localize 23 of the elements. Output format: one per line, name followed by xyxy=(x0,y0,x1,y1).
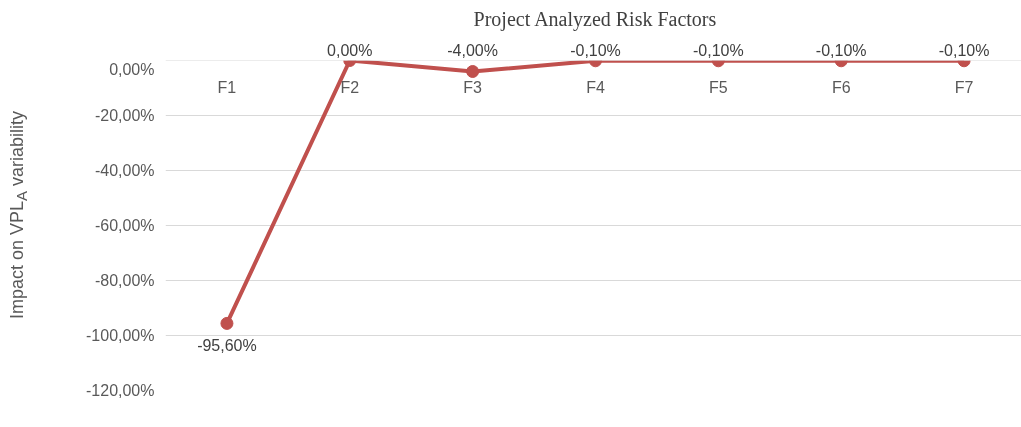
y-tick-label: -100,00% xyxy=(86,327,155,344)
y-tick-label: -60,00% xyxy=(94,217,155,234)
x-tick-label: F2 xyxy=(340,78,360,96)
text: 0,00% xyxy=(327,41,373,59)
text: -0,10% xyxy=(570,41,621,59)
text: -0,10% xyxy=(693,41,744,59)
x-tick-label: F5 xyxy=(709,78,728,96)
x-tick-label: F7 xyxy=(954,78,974,96)
x-tick-label: F1 xyxy=(217,78,237,96)
y-tick-label: -80,00% xyxy=(94,272,155,289)
text: -4,00% xyxy=(447,41,498,59)
text: -0,10% xyxy=(815,41,867,59)
x-tick-label: F6 xyxy=(831,78,851,96)
y-tick-label: -120,00% xyxy=(86,382,155,399)
y-tick-label: -20,00% xyxy=(94,107,155,124)
text: -0,10% xyxy=(938,41,990,59)
y-tick-label: 0,00% xyxy=(109,60,155,78)
x-tick-label: F3 xyxy=(463,78,483,96)
text: -95,60% xyxy=(197,337,257,355)
x-tick-label: F4 xyxy=(586,78,605,96)
y-tick-label: -40,00% xyxy=(94,162,155,179)
chart-title: Project Analyzed Risk Factors xyxy=(473,7,717,31)
point xyxy=(220,316,234,330)
